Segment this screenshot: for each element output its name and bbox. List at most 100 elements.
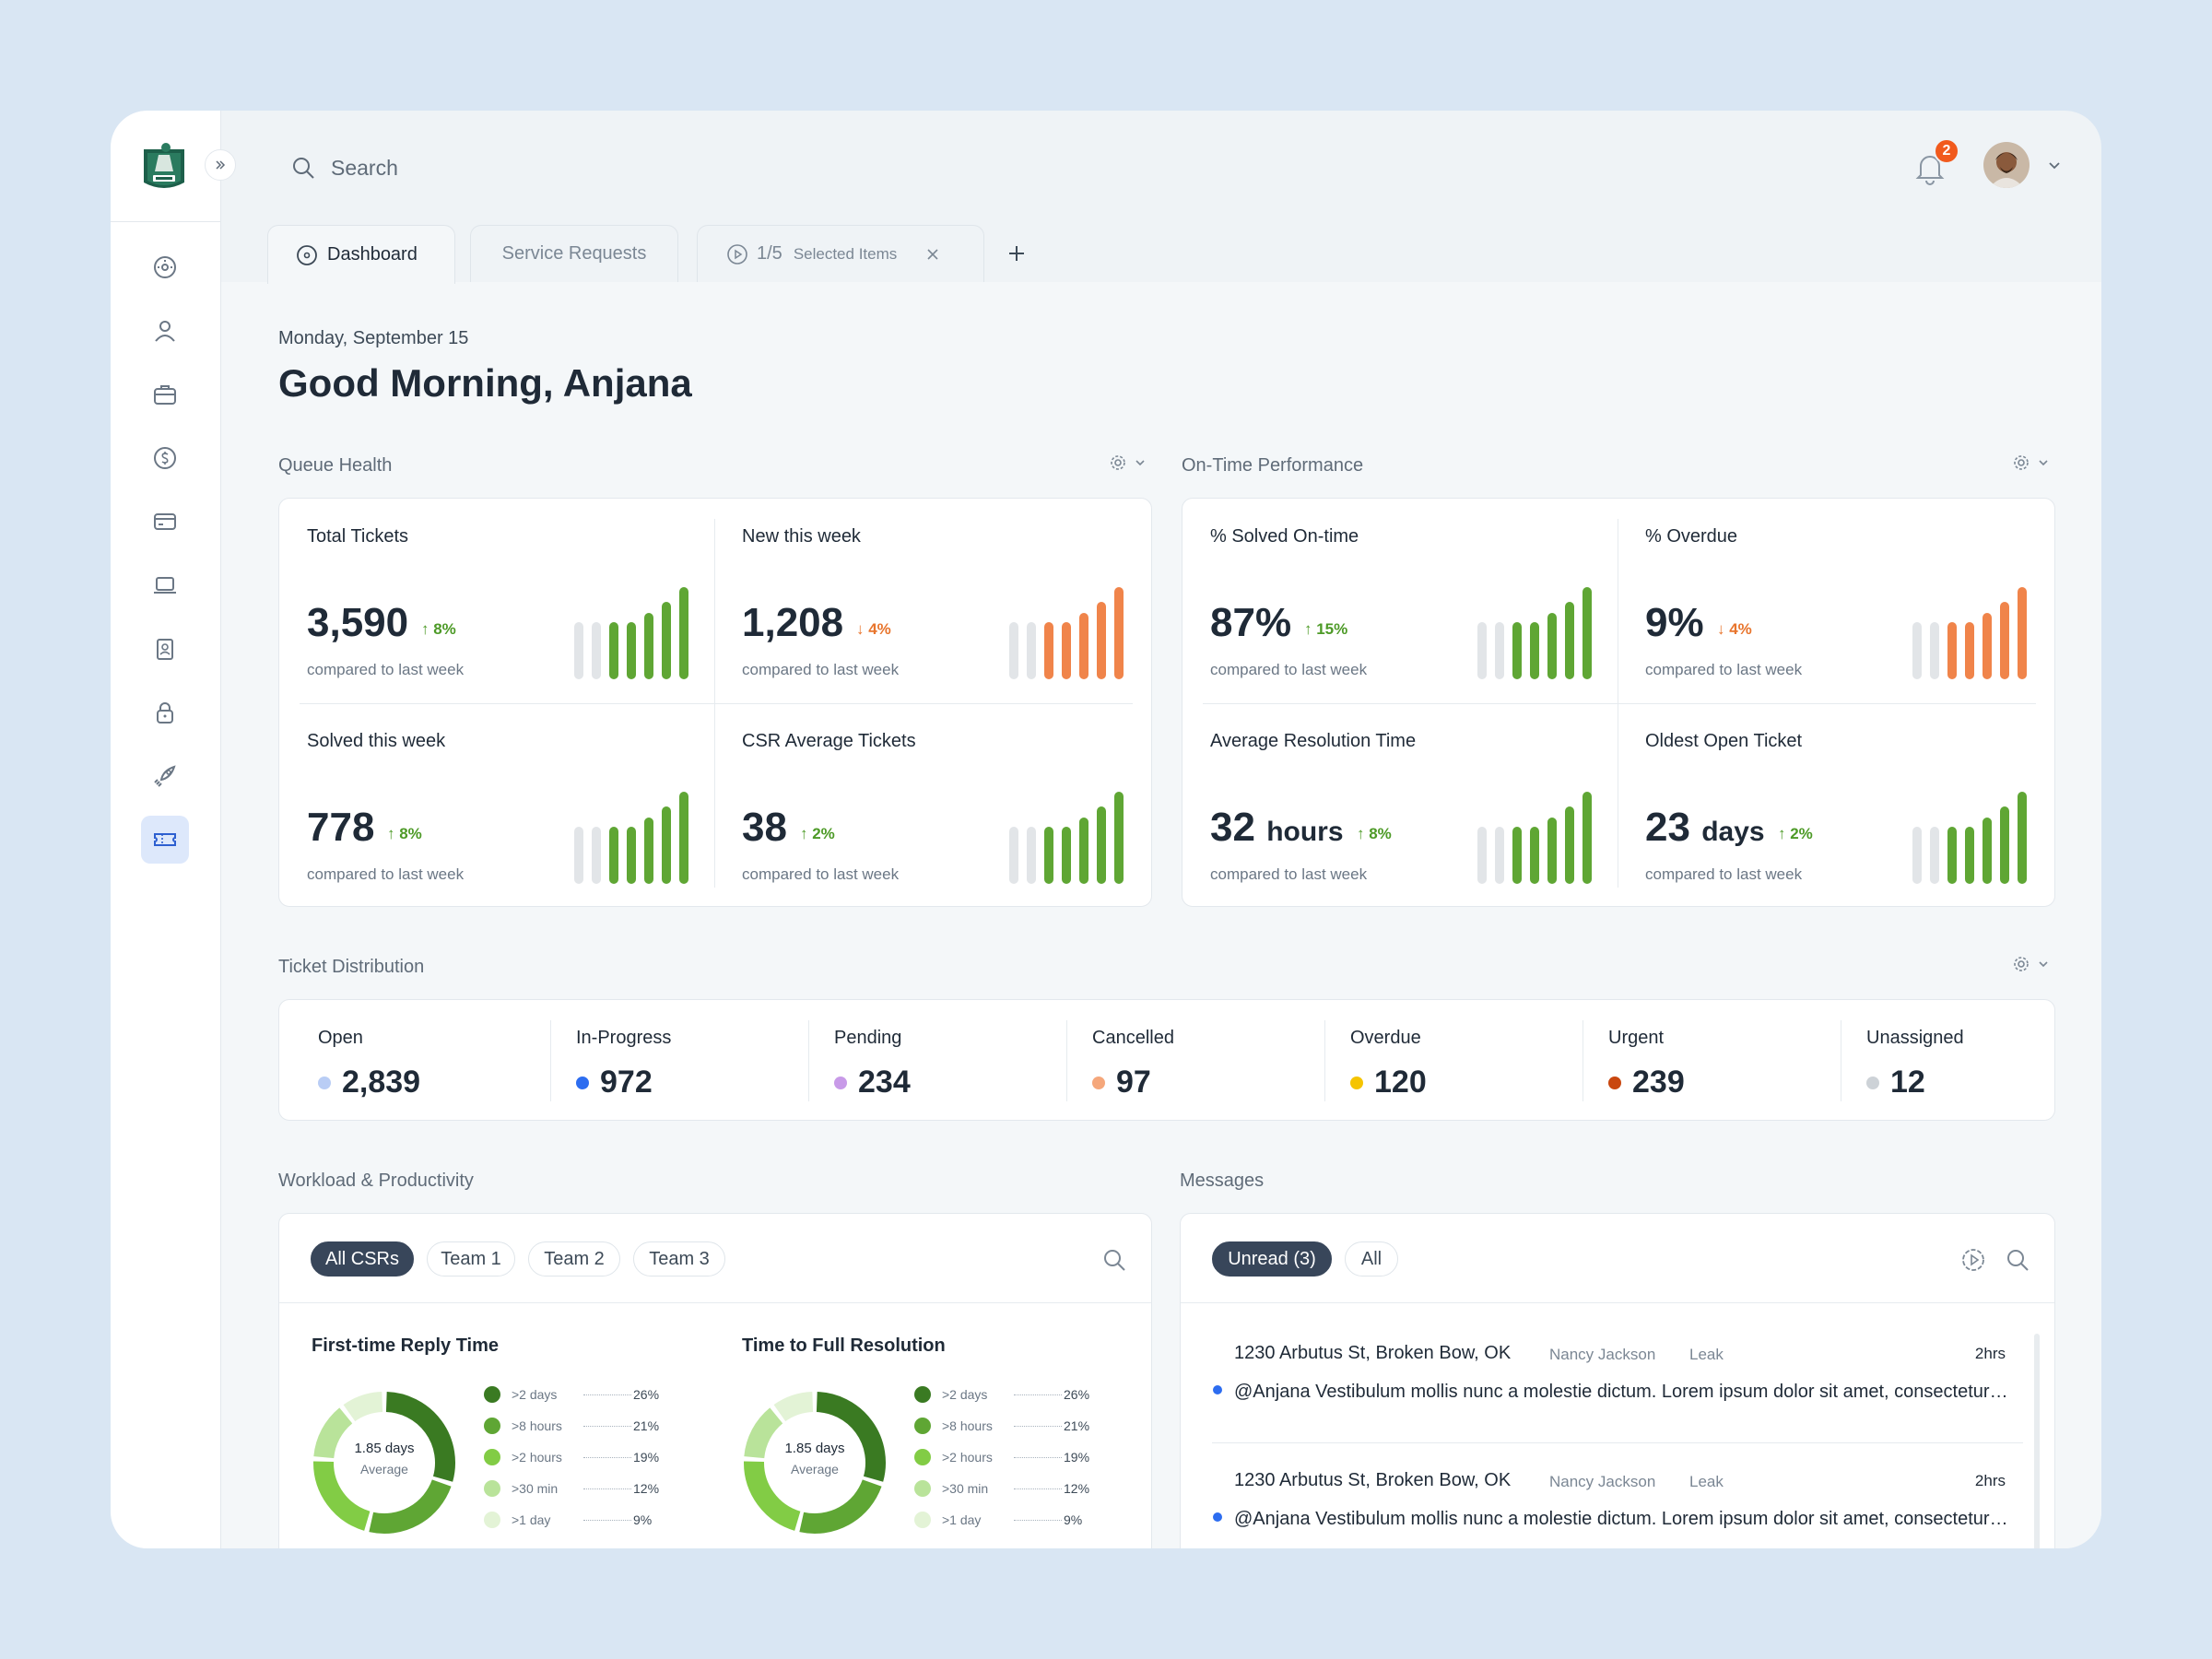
distribution-label: Open xyxy=(318,1028,363,1048)
legend-leader xyxy=(1014,1488,1062,1489)
legend-percent: 19% xyxy=(633,1450,660,1465)
tab-selected-items[interactable]: 1/5 Selected Items xyxy=(697,225,984,282)
legend-percent: 21% xyxy=(633,1418,660,1433)
messages-search-button[interactable] xyxy=(2005,1247,2030,1277)
metric-overdue[interactable]: % Overdue 9% ↓ 4% compared to last week xyxy=(1618,499,2051,701)
search-input[interactable]: Search xyxy=(331,155,398,180)
sparkline-bars xyxy=(1009,792,1124,884)
on-time-settings[interactable] xyxy=(2011,452,2052,474)
message-preview: @Anjana Vestibulum mollis nunc a molesti… xyxy=(1234,1509,2008,1529)
metric-value: 32 hours xyxy=(1210,805,1344,851)
metric-average-resolution-time[interactable]: Average Resolution Time 32 hours ↑ 8% compa… xyxy=(1182,703,1616,906)
brand-logo[interactable] xyxy=(138,140,190,195)
search-icon xyxy=(293,158,314,179)
sidebar-expand-button[interactable] xyxy=(205,149,236,181)
nav-devices[interactable] xyxy=(141,561,189,609)
metric-comparison: compared to last week xyxy=(1645,865,1803,883)
sparkline-bar xyxy=(1477,622,1487,679)
close-icon[interactable] xyxy=(924,246,941,263)
laptop-icon xyxy=(154,577,176,594)
tab-label: Dashboard xyxy=(327,244,418,265)
distribution-cancelled[interactable]: Cancelled 97 xyxy=(1092,1000,1350,1120)
legend-label: >1 day xyxy=(942,1512,982,1527)
metric-number: 38 xyxy=(742,805,787,850)
search-icon xyxy=(1104,1250,1125,1271)
distribution-open[interactable]: Open 2,839 xyxy=(318,1000,576,1120)
metric-comparison: compared to last week xyxy=(742,865,900,883)
account-menu-button[interactable] xyxy=(2046,157,2063,178)
nav-dashboard[interactable] xyxy=(141,243,189,291)
workload-search-button[interactable] xyxy=(1101,1247,1127,1277)
filter-unread[interactable]: Unread (3) xyxy=(1212,1241,1332,1277)
trend-indicator: ↓ 4% xyxy=(1717,620,1752,638)
tab-service-requests[interactable]: Service Requests xyxy=(470,225,678,282)
distribution-in-progress[interactable]: In-Progress 972 xyxy=(576,1000,834,1120)
page-title: Good Morning, Anjana xyxy=(278,361,692,405)
distribution-title: Ticket Distribution xyxy=(278,957,425,977)
messages-scrollbar[interactable] xyxy=(2034,1334,2040,1548)
message-time: 2hrs xyxy=(1974,1345,2006,1362)
metric-solved-on-time[interactable]: % Solved On-time 87% ↑ 15% compared to last… xyxy=(1182,499,1616,701)
nav-contacts[interactable] xyxy=(141,625,189,673)
metric-csr-average-tickets[interactable]: CSR Average Tickets 38 ↑ 2% compared to las… xyxy=(714,703,1147,906)
metric-new-this-week[interactable]: New this week 1,208 ↓ 4% compared to last w… xyxy=(714,499,1147,701)
sparkline-bar xyxy=(1565,602,1574,679)
status-dot xyxy=(1608,1077,1621,1089)
message-item[interactable]: 1230 Arbutus St, Broken Bow, OK Nancy Jac… xyxy=(1181,1442,2047,1548)
nav-tickets[interactable] xyxy=(141,816,189,864)
distribution-label: In-Progress xyxy=(576,1028,672,1048)
filter-team-1[interactable]: Team 1 xyxy=(427,1241,515,1277)
metric-oldest-open-ticket[interactable]: Oldest Open Ticket 23 days ↑ 2% compared to… xyxy=(1618,703,2051,906)
message-preview: @Anjana Vestibulum mollis nunc a molesti… xyxy=(1234,1382,2008,1402)
metric-label: % Solved On-time xyxy=(1210,526,1359,547)
sparkline-bars xyxy=(1477,587,1592,679)
messages-playback-button[interactable] xyxy=(1960,1247,1986,1277)
message-item[interactable]: 1230 Arbutus St, Broken Bow, OK Nancy Jac… xyxy=(1181,1315,2047,1435)
sparkline-bar xyxy=(1062,827,1071,884)
distribution-value: 972 xyxy=(600,1065,653,1100)
metric-solved-this-week[interactable]: Solved this week 778 ↑ 8% compared to last … xyxy=(279,703,712,906)
filter-all-csrs[interactable]: All CSRs xyxy=(311,1241,414,1277)
nav-users[interactable] xyxy=(141,307,189,355)
current-date: Monday, September 15 xyxy=(278,328,469,348)
filter-team-2[interactable]: Team 2 xyxy=(528,1241,620,1277)
distribution-settings[interactable] xyxy=(2011,953,2052,975)
gear-icon xyxy=(2014,957,2029,971)
nav-security[interactable] xyxy=(141,688,189,736)
add-tab-button[interactable] xyxy=(1001,238,1032,269)
workload-card: All CSRs Team 1 Team 2 Team 3 First-time… xyxy=(278,1213,1152,1548)
legend-leader xyxy=(583,1394,631,1395)
user-avatar[interactable] xyxy=(1983,142,2030,188)
distribution-pending[interactable]: Pending 234 xyxy=(834,1000,1092,1120)
queue-health-settings[interactable] xyxy=(1108,452,1148,474)
double-chevron-right-icon xyxy=(216,160,226,170)
distribution-value: 120 xyxy=(1374,1065,1427,1100)
gauge-icon xyxy=(297,244,317,265)
nav-billing[interactable] xyxy=(141,434,189,482)
donut-segment xyxy=(799,1479,882,1534)
metric-total-tickets[interactable]: Total Tickets 3,590 ↑ 8% compared to last w… xyxy=(279,499,712,701)
filter-team-3[interactable]: Team 3 xyxy=(633,1241,725,1277)
chevron-down-icon xyxy=(2049,162,2060,170)
distribution-unassigned[interactable]: Unassigned 12 xyxy=(1866,1000,2101,1120)
distribution-urgent[interactable]: Urgent 239 xyxy=(1608,1000,1866,1120)
legend-label: >1 day xyxy=(512,1512,551,1527)
sparkline-bars xyxy=(1912,587,2027,679)
legend-item: >2 days 26% xyxy=(914,1385,1099,1404)
sparkline-bar xyxy=(1097,806,1106,884)
sparkline-bar xyxy=(1965,622,1974,679)
nav-jobs[interactable] xyxy=(141,371,189,418)
distribution-overdue[interactable]: Overdue 120 xyxy=(1350,1000,1608,1120)
plus-icon xyxy=(1009,246,1024,261)
nav-launch[interactable] xyxy=(141,752,189,800)
nav-payments[interactable] xyxy=(141,498,189,546)
sparkline-bar xyxy=(1930,622,1939,679)
notifications-button[interactable] xyxy=(1912,147,1948,188)
filter-all-messages[interactable]: All xyxy=(1345,1241,1398,1277)
lock-icon xyxy=(157,702,173,724)
metric-label: New this week xyxy=(742,526,861,547)
trend-indicator: ↑ 8% xyxy=(387,825,422,842)
tab-dashboard[interactable]: Dashboard xyxy=(267,225,455,284)
sparkline-bar xyxy=(1495,827,1504,884)
search-bar[interactable]: Search xyxy=(290,149,751,186)
